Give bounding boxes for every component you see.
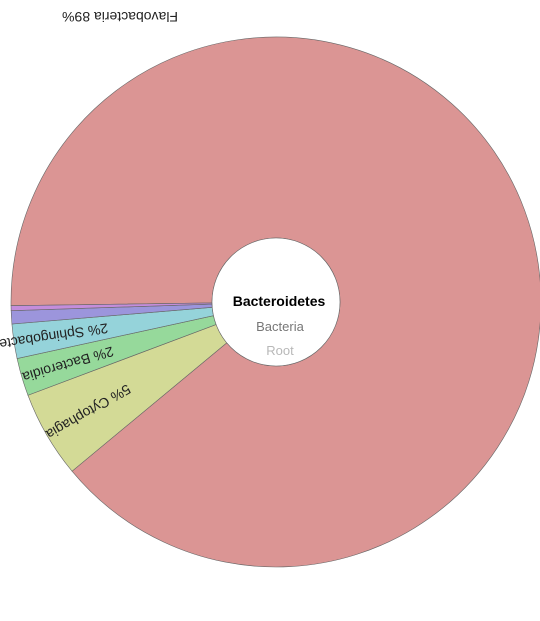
center-root-rank[interactable]: Root	[266, 343, 294, 358]
center-hole[interactable]	[211, 237, 341, 367]
slice-percent: 89%	[62, 9, 90, 25]
center-current-rank: Bacteroidetes	[233, 293, 326, 309]
center-parent-rank[interactable]: Bacteria	[256, 319, 304, 334]
slice-percent: 2%	[92, 344, 116, 365]
slice-percent: 2%	[87, 321, 109, 340]
slice-label-flavobacteria: Flavobacteria 89%	[62, 9, 178, 25]
chart-slices	[10, 36, 540, 568]
slice-name: Flavobacteria	[90, 9, 178, 25]
